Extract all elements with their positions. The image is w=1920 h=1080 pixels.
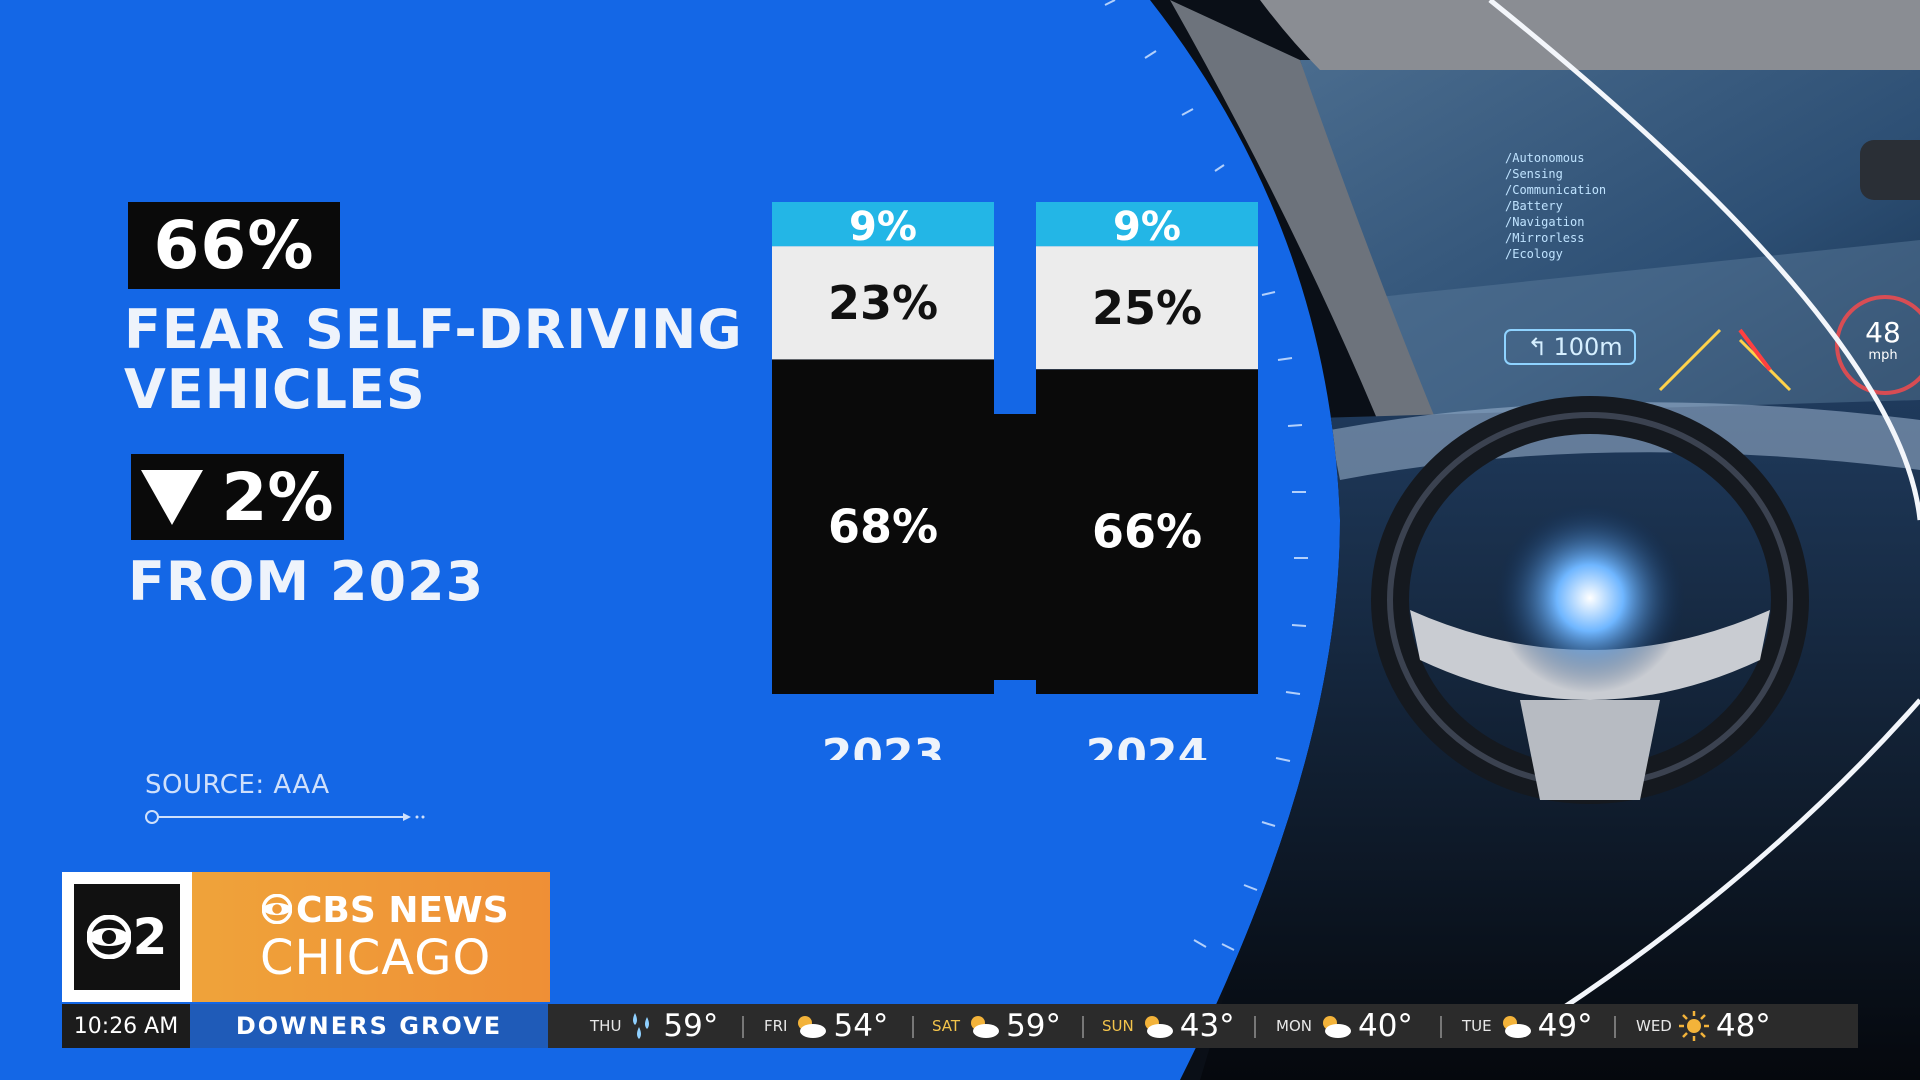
bar-segment: [1036, 246, 1258, 370]
bar-segment: [772, 202, 994, 247]
data-label: 66%: [1092, 505, 1202, 559]
forecast-temp: 59°: [663, 1008, 719, 1044]
cbs2-logo-mark: 2: [74, 884, 180, 990]
cbs-eye-small-icon: [262, 894, 292, 924]
forecast-day: SUN 43°: [1102, 1004, 1235, 1048]
bar-segment: [1036, 369, 1258, 694]
channel-number: 2: [132, 908, 168, 966]
brand-name: CBS NEWS: [296, 890, 509, 931]
data-label: 9%: [849, 204, 917, 250]
city-name: CHICAGO: [260, 930, 492, 986]
ticker-divider: [1082, 1016, 1084, 1038]
data-label: 68%: [828, 500, 938, 554]
forecast-day: TUE 49°: [1462, 1004, 1593, 1048]
cbs-eye-icon: [86, 915, 131, 959]
headline-line2: VEHICLES: [124, 358, 426, 421]
headline-figure: 66%: [128, 202, 340, 289]
forecast-temp: 48°: [1715, 1008, 1771, 1044]
forecast-day: MON 40°: [1276, 1004, 1413, 1048]
forecast-day-label: THU: [590, 1017, 622, 1035]
partly-cloudy-icon: [798, 1016, 827, 1038]
hud-distance: ↰ 100m: [1510, 330, 1640, 364]
forecast-temp: 54°: [833, 1008, 889, 1044]
forecast-day-label: SUN: [1102, 1017, 1134, 1035]
ticker-divider: [742, 1016, 744, 1038]
hud-menu-item: /Ecology: [1505, 247, 1563, 261]
ticker-location: DOWNERS GROVE: [190, 1004, 548, 1048]
forecast-day: FRI 54°: [764, 1004, 888, 1048]
weather-ticker: 10:26 AM DOWNERS GROVE THU 59° FRI 54° S…: [62, 1004, 1858, 1048]
hud-menu-item: /Navigation: [1505, 215, 1585, 229]
hud-speed-value: 48: [1865, 316, 1901, 349]
forecast-day: THU 59°: [590, 1004, 718, 1048]
forecast-day-label: WED: [1636, 1017, 1672, 1035]
bar-segment: [772, 246, 994, 360]
cbs2-logo-box: 2: [62, 872, 192, 1002]
hud-menu-item: /Sensing: [1505, 167, 1563, 181]
source-underline: [145, 810, 425, 824]
data-label: 23%: [828, 276, 938, 330]
chart-canvas: 9% 23% 68% 2023 9% 25% 66% 2024: [772, 202, 1258, 781]
hud-menu-item: /Autonomous: [1505, 151, 1585, 165]
forecast-temp: 43°: [1179, 1008, 1235, 1044]
category-label: 2023: [822, 730, 944, 760]
bar-segment: [772, 359, 994, 694]
hud-speedometer: 48 mph: [1843, 316, 1920, 364]
forecast-day-label: SAT: [932, 1017, 961, 1035]
hud-menu-item: /Battery: [1505, 199, 1563, 213]
source-label: SOURCE: AAA: [145, 770, 330, 800]
ticker-divider: [1254, 1016, 1256, 1038]
ticker-time: 10:26 AM: [62, 1004, 190, 1048]
forecast-temp: 49°: [1537, 1008, 1593, 1044]
forecast-day: WED 48°: [1636, 1004, 1771, 1048]
data-label: 9%: [1113, 204, 1181, 250]
hud-speed-unit: mph: [1868, 348, 1898, 363]
ticker-divider: [912, 1016, 914, 1038]
bar-connector: [994, 414, 1036, 680]
hud-distance-value: 100m: [1553, 333, 1623, 361]
partly-cloudy-icon: [1322, 1016, 1351, 1038]
change-indicator: 2%: [131, 454, 344, 540]
bar-segment: [1036, 202, 1258, 247]
forecast-day-label: FRI: [764, 1017, 788, 1035]
stacked-bar-chart: 9% 23% 68% 2023 9% 25% 66% 2024: [760, 190, 1280, 781]
logo-banner: CBS NEWS CHICAGO: [192, 872, 550, 1002]
hud-menu: /Autonomous /Sensing /Communication /Bat…: [1505, 150, 1685, 262]
change-label: FROM 2023: [128, 550, 485, 613]
rain-icon: [633, 1013, 650, 1039]
forecast-temp: 40°: [1357, 1008, 1413, 1044]
down-triangle-icon: [141, 469, 204, 525]
hud-menu-item: /Mirrorless: [1505, 231, 1585, 245]
forecast-day-label: MON: [1276, 1017, 1312, 1035]
station-logo: 2 CBS NEWS CHICAGO: [62, 872, 550, 1002]
headline-text: FEAR SELF-DRIVING VEHICLES: [124, 300, 764, 420]
turn-arrow-icon: ↰: [1527, 333, 1548, 361]
sun-icon: [1678, 1011, 1709, 1041]
category-label: 2024: [1086, 730, 1208, 760]
partly-cloudy-icon: [971, 1016, 1000, 1038]
ticker-divider: [1614, 1016, 1616, 1038]
partly-cloudy-icon: [1144, 1016, 1173, 1038]
headline-line1: FEAR SELF-DRIVING: [124, 298, 743, 361]
hud-menu-item: /Communication: [1505, 183, 1607, 197]
change-value: 2%: [221, 458, 334, 536]
partly-cloudy-icon: [1502, 1016, 1531, 1038]
data-label: 25%: [1092, 281, 1202, 335]
forecast-day: SAT 59°: [932, 1004, 1061, 1048]
forecast-temp: 59°: [1006, 1008, 1062, 1044]
ticker-divider: [1440, 1016, 1442, 1038]
forecast-day-label: TUE: [1462, 1017, 1492, 1035]
